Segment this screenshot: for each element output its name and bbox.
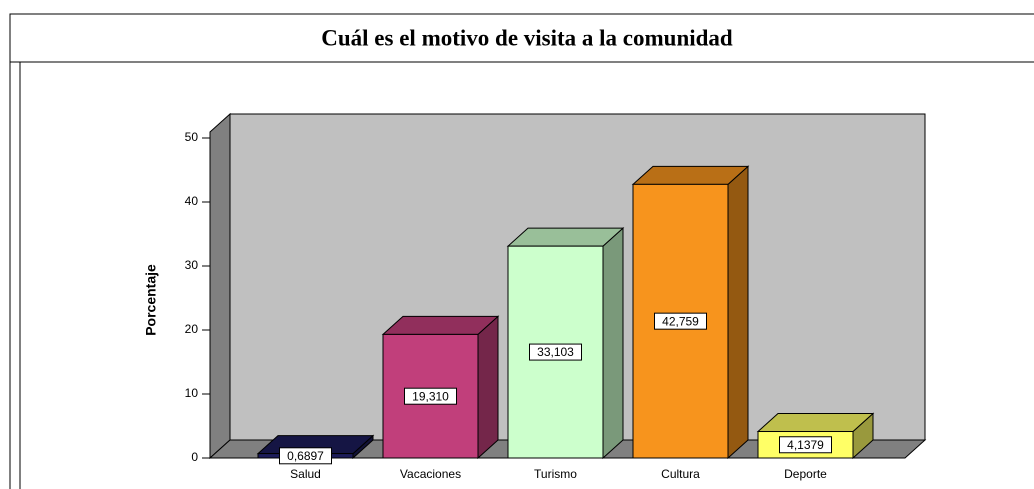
x-tick-label: Salud bbox=[290, 467, 321, 481]
y-tick-label: 30 bbox=[185, 258, 199, 272]
bar bbox=[382, 333, 479, 459]
value-label: 19,310 bbox=[412, 389, 449, 403]
bar-top bbox=[631, 165, 750, 185]
x-tick-label: Vacaciones bbox=[400, 467, 461, 481]
value-label: 42,759 bbox=[662, 314, 699, 328]
y-tick-label: 50 bbox=[185, 130, 199, 144]
value-label: 4,1379 bbox=[787, 438, 824, 452]
bar-side bbox=[477, 315, 499, 460]
value-label: 0,6897 bbox=[287, 449, 324, 463]
x-tick-label: Cultura bbox=[661, 467, 700, 481]
y-tick-label: 0 bbox=[191, 450, 198, 464]
value-label-box bbox=[279, 447, 332, 465]
bar-top bbox=[756, 413, 875, 433]
chart-title: Cuál es el motivo de visita a la comunid… bbox=[321, 25, 733, 50]
x-tick-label: Turismo bbox=[534, 467, 577, 481]
left-wall bbox=[209, 112, 231, 460]
value-label-box bbox=[404, 387, 457, 405]
y-axis-label: Porcentaje bbox=[143, 264, 159, 336]
x-tick-label: Deporte bbox=[784, 467, 827, 481]
bar-side bbox=[727, 165, 749, 460]
bar-side bbox=[602, 227, 624, 460]
value-label-box bbox=[529, 343, 582, 361]
y-tick-label: 20 bbox=[185, 322, 199, 336]
y-tick-label: 40 bbox=[185, 194, 199, 208]
value-label-box bbox=[654, 312, 707, 330]
y-tick-label: 10 bbox=[185, 386, 199, 400]
bar-top bbox=[506, 227, 625, 247]
value-label-box bbox=[779, 436, 832, 454]
bar-top bbox=[381, 315, 500, 335]
value-label: 33,103 bbox=[537, 345, 574, 359]
